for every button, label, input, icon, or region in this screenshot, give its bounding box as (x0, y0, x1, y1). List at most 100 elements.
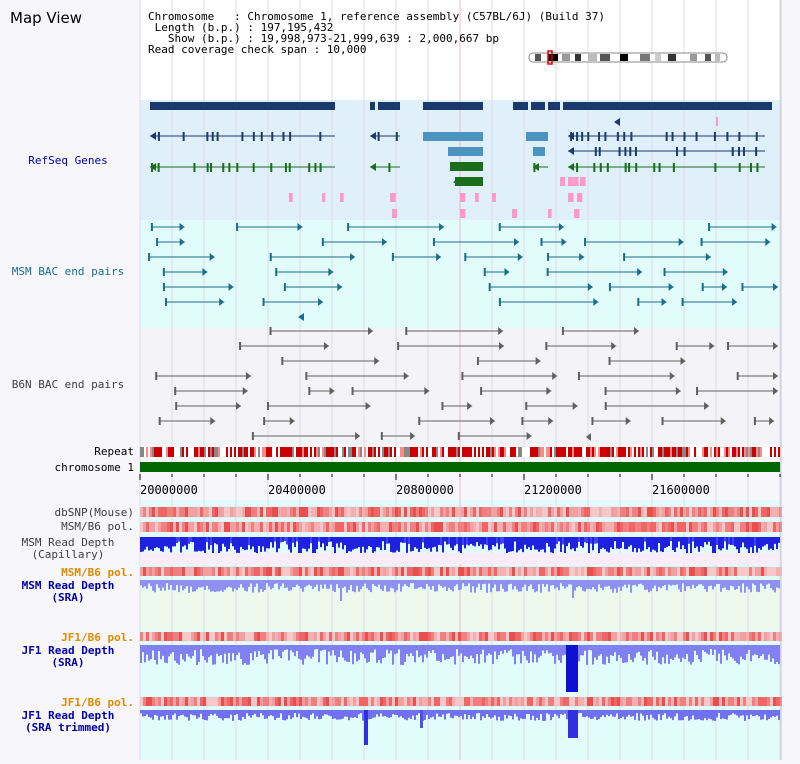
repeat-mark (242, 447, 244, 457)
jf1-trim-depth-bar (254, 710, 256, 714)
msm-capillary-depth-bar (244, 537, 246, 551)
ideogram-band (690, 54, 697, 61)
msm-capillary-depth-bar (346, 537, 348, 554)
repeat-mark (724, 447, 726, 457)
jf1-sra-depth-bar (322, 645, 324, 651)
msm-b6-pol2-cell (509, 567, 512, 576)
track-label-msm-depth-capillary[interactable]: MSM Read Depth (Capillary) (0, 537, 136, 561)
jf1-b6-pol-cell (245, 632, 248, 641)
track-label-b6n-bac[interactable]: B6N BAC end pairs (11, 378, 125, 391)
jf1-b6-pol-cell (746, 632, 749, 641)
msm-b6-pol-cell (611, 522, 614, 532)
jf1-b6-pol2-cell (527, 697, 530, 706)
msm-sra-depth-bar (216, 580, 218, 592)
jf1-trim-depth-bar (386, 710, 388, 718)
jf1-b6-pol-cell (413, 632, 416, 641)
msm-b6-pol-cell (143, 522, 146, 532)
msm-b6-pol2-cell (551, 567, 554, 576)
msm-capillary-depth-bar (594, 537, 596, 544)
msm-b6-pol2-cell (359, 567, 362, 576)
msm-b6-pol-cell (479, 522, 482, 532)
jf1-b6-pol2-cell (332, 697, 335, 706)
track-label-jf1-depth-trimmed[interactable]: JF1 Read Depth (SRA trimmed) (0, 710, 136, 734)
msm-sra-depth-bar (688, 580, 690, 587)
jf1-sra-depth-bar (192, 645, 194, 656)
jf1-trim-depth-bar (624, 710, 626, 720)
jf1-sra-depth-bar (776, 645, 778, 663)
track-label-jf1-b6-pol-2[interactable]: JF1/B6 pol. (61, 696, 134, 709)
jf1-trim-depth-bar (444, 710, 446, 720)
jf1-sra-depth-bar (170, 645, 172, 654)
track-label-repeat[interactable]: Repeat (94, 445, 134, 458)
jf1-sra-depth-peak (566, 645, 578, 692)
jf1-trim-depth-bar (334, 710, 336, 719)
msm-b6-pol-cell (377, 522, 380, 532)
track-label-dbsnp[interactable]: dbSNP(Mouse) (54, 506, 134, 519)
msm-b6-pol-cell (335, 522, 338, 532)
msm-b6-pol2-cell (650, 567, 653, 576)
jf1-b6-pol-cell (731, 632, 734, 641)
dbsnp-cell (554, 507, 557, 517)
jf1-b6-pol-cell (227, 632, 230, 641)
track-label-refseq[interactable]: RefSeq Genes (28, 154, 108, 167)
jf1-trim-depth-bar (372, 710, 374, 718)
msm-capillary-depth-bar (530, 537, 532, 551)
repeat-mark (750, 447, 752, 457)
jf1-trim-depth-bar (230, 710, 232, 715)
gene-row-1b-exon (581, 132, 584, 141)
jf1-sra-depth-bar (742, 645, 744, 660)
track-label-msm-b6-pol-2[interactable]: MSM/B6 pol. (61, 566, 134, 579)
msm-b6-pol2-cell (518, 567, 521, 576)
jf1-b6-pol2-cell (371, 697, 374, 706)
jf1-b6-pol2-cell (368, 697, 371, 706)
msm-bac-pair-end (337, 283, 343, 291)
jf1-b6-pol-cell (410, 632, 413, 641)
jf1-b6-pol-cell (725, 632, 728, 641)
jf1-b6-pol-cell (758, 632, 761, 641)
msm-b6-pol2-cell (638, 567, 641, 576)
msm-sra-depth-bar (418, 580, 420, 588)
track-label-jf1-depth-sra[interactable]: JF1 Read Depth (SRA) (0, 645, 136, 669)
msm-capillary-depth-bar (492, 537, 494, 546)
jf1-b6-pol2-cell (242, 697, 245, 706)
msm-sra-depth-bar (234, 580, 236, 589)
track-label-msm-bac[interactable]: MSM BAC end pairs (11, 265, 125, 278)
jf1-b6-pol-cell (494, 632, 497, 641)
jf1-b6-pol2-cell (758, 697, 761, 706)
gene-row-3-exon (270, 163, 273, 172)
dbsnp-cell (497, 507, 500, 517)
track-label-jf1-b6-pol[interactable]: JF1/B6 pol. (61, 631, 134, 644)
msm-capillary-depth-bar (524, 537, 526, 545)
dbsnp-cell (410, 507, 413, 517)
msm-sra-depth-bar (240, 580, 242, 585)
msm-sra-depth-bar (266, 580, 268, 584)
repeat-mark (634, 447, 636, 457)
jf1-sra-depth-bar (346, 645, 348, 662)
msm-sra-depth-bar (272, 580, 274, 588)
msm-capillary-depth-bar (186, 537, 188, 550)
track-label-msm-depth-sra[interactable]: MSM Read Depth (SRA) (0, 580, 136, 604)
repeat-mark (678, 447, 680, 457)
msm-capillary-depth-bar (740, 537, 742, 548)
jf1-trim-depth-bar (170, 710, 172, 720)
jf1-trim-depth-bar (232, 710, 234, 721)
jf1-b6-pol-cell (209, 632, 212, 641)
track-label-chromosome[interactable]: chromosome 1 (54, 461, 134, 474)
gene-fragment (475, 193, 479, 202)
msm-b6-pol-cell (746, 522, 749, 532)
msm-sra-depth-bar (732, 580, 734, 587)
track-label-msm-b6-pol[interactable]: MSM/B6 pol. (61, 520, 134, 533)
msm-sra-depth-bar (686, 580, 688, 587)
gene-fragment (568, 193, 574, 202)
jf1-b6-pol2-cell (659, 697, 662, 706)
jf1-sra-depth-bar (360, 645, 362, 653)
msm-b6-pol2-cell (404, 567, 407, 576)
msm-b6-pol2-cell (176, 567, 179, 576)
jf1-sra-depth-bar (532, 645, 534, 663)
msm-b6-pol2-cell (215, 567, 218, 576)
msm-sra-depth-bar (572, 580, 574, 598)
msm-sra-depth-bar (726, 580, 728, 591)
msm-b6-pol-cell (158, 522, 161, 532)
jf1-b6-pol-cell (581, 632, 584, 641)
